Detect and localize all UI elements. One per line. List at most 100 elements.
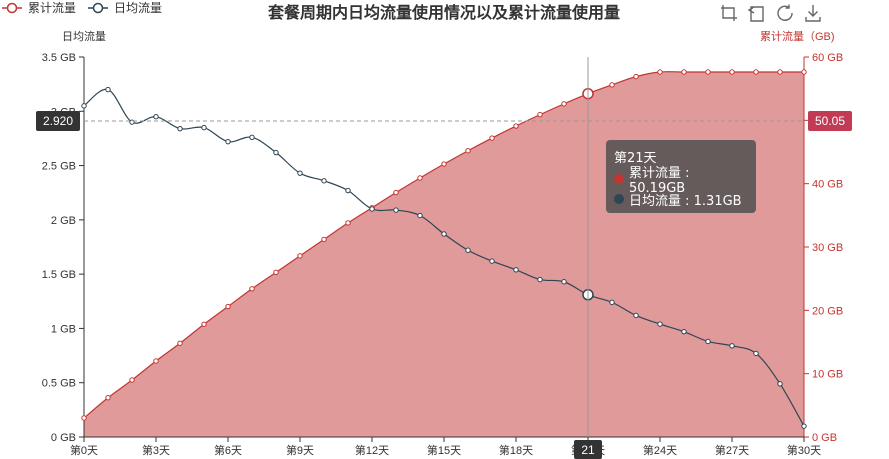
crosshair-left-label: 2.920 — [43, 114, 73, 128]
daily-point[interactable] — [465, 247, 471, 253]
cumulative-point[interactable] — [657, 69, 663, 75]
cumulative-point[interactable] — [561, 101, 567, 107]
cumulative-point[interactable] — [345, 220, 351, 226]
tooltip-title: 第21天 — [614, 151, 657, 166]
daily-point[interactable] — [657, 321, 663, 327]
cumulative-point[interactable] — [321, 236, 327, 243]
save-icon[interactable] — [805, 5, 821, 22]
cumulative-point[interactable] — [297, 253, 303, 259]
y-left-tick-label: 0 GB — [51, 432, 76, 444]
x-tick-label: 第3天 — [142, 443, 170, 457]
daily-point[interactable] — [105, 86, 111, 93]
cumulative-point[interactable] — [801, 69, 807, 75]
restore-icon[interactable] — [777, 4, 793, 21]
cumulative-point[interactable] — [81, 415, 87, 421]
legend-label-cumulative: 累计流量 — [28, 1, 76, 15]
daily-point[interactable] — [321, 178, 327, 184]
y-left-tick-label: 3.5 GB — [42, 52, 76, 64]
y-left-axis-name: 日均流量 — [62, 29, 106, 43]
zoom-icon[interactable] — [721, 5, 737, 21]
cumulative-point[interactable] — [417, 175, 423, 181]
cumulative-point[interactable] — [225, 303, 231, 310]
cumulative-point[interactable] — [633, 73, 639, 80]
cumulative-point[interactable] — [489, 135, 495, 141]
cumulative-point[interactable] — [249, 286, 255, 292]
legend-label-daily: 日均流量 — [114, 1, 162, 15]
daily-point[interactable] — [225, 138, 231, 145]
daily-point[interactable] — [153, 114, 159, 120]
cumulative-point[interactable] — [153, 358, 159, 364]
series-dot-icon — [614, 194, 624, 204]
daily-point[interactable] — [273, 149, 279, 156]
cumulative-point[interactable] — [129, 377, 135, 383]
daily-point[interactable] — [81, 103, 87, 109]
y-right-tick-label: 20 GB — [812, 305, 843, 317]
daily-point[interactable] — [801, 423, 807, 429]
series-points — [81, 69, 807, 429]
tooltip-row-cumulative: 累计流量 : 50.19GB — [614, 166, 748, 196]
cumulative-point[interactable] — [393, 189, 399, 196]
daily-point[interactable] — [729, 343, 735, 349]
cumulative-point[interactable] — [705, 69, 711, 75]
cumulative-point[interactable] — [465, 148, 471, 154]
daily-point[interactable] — [345, 187, 351, 194]
series-dot-icon — [614, 174, 624, 184]
cumulative-point[interactable] — [273, 269, 279, 276]
legend-item-cumulative[interactable]: 累计流量 — [2, 1, 76, 15]
daily-point[interactable] — [609, 299, 615, 306]
x-tick-label: 第24天 — [643, 443, 677, 457]
daily-point[interactable] — [249, 134, 255, 141]
tooltip-row-daily: 日均流量 : 1.31GB — [614, 189, 748, 209]
crosshair-left-label-bg — [36, 111, 80, 131]
daily-point[interactable] — [777, 381, 783, 387]
y-left-tick-label: 1 GB — [51, 323, 76, 335]
daily-point[interactable] — [177, 125, 183, 132]
daily-point[interactable] — [201, 124, 207, 131]
cumulative-point[interactable] — [777, 69, 783, 75]
zoom-reset-icon[interactable] — [747, 6, 764, 22]
cumulative-point[interactable] — [753, 69, 759, 75]
y-left-tick-label: 0.5 GB — [42, 378, 76, 390]
cumulative-point[interactable] — [681, 69, 687, 75]
x-tick-label: 第30天 — [787, 443, 821, 457]
cumulative-point[interactable] — [513, 123, 519, 129]
x-tick-label: 第18天 — [499, 443, 533, 457]
daily-point[interactable] — [537, 276, 543, 283]
daily-point[interactable] — [441, 231, 447, 237]
tooltip-text: 日均流量 : 1.31GB — [629, 193, 742, 209]
x-tick-label: 第27天 — [715, 443, 749, 457]
daily-point[interactable] — [489, 258, 495, 264]
cumulative-point[interactable] — [537, 111, 543, 118]
daily-point[interactable] — [297, 170, 303, 176]
crosshair: 2.920 50.05 21 — [36, 57, 852, 459]
daily-point[interactable] — [633, 312, 639, 319]
daily-point[interactable] — [561, 279, 567, 285]
legend-item-daily[interactable]: 日均流量 — [88, 1, 162, 15]
x-tick-label: 第9天 — [286, 443, 314, 457]
daily-point[interactable] — [705, 338, 711, 345]
cumulative-point[interactable] — [441, 161, 447, 167]
legend: 累计流量 日均流量 — [2, 1, 162, 15]
daily-point[interactable] — [513, 267, 519, 273]
crosshair-x-label: 21 — [581, 443, 595, 457]
cumulative-point[interactable] — [105, 395, 111, 401]
y-left-tick-label: 2.5 GB — [42, 161, 76, 173]
cumulative-area-fill — [84, 71, 804, 437]
daily-point[interactable] — [753, 350, 759, 357]
y-right-tick-label: 10 GB — [812, 369, 843, 381]
x-tick-label: 第6天 — [214, 443, 242, 457]
crosshair-x-label-bg — [574, 440, 602, 459]
y-right-axis-name: 累计流量（GB) — [760, 29, 835, 43]
cumulative-point[interactable] — [609, 82, 615, 88]
cumulative-point[interactable] — [729, 69, 735, 75]
daily-point[interactable] — [417, 212, 423, 219]
daily-point[interactable] — [393, 207, 399, 213]
cumulative-point[interactable] — [177, 340, 183, 346]
cumulative-point[interactable] — [201, 321, 207, 327]
cumulative-area — [84, 71, 804, 437]
y-left-tick-label: 1.5 GB — [42, 269, 76, 281]
x-tick-label: 第0天 — [70, 443, 98, 457]
daily-point[interactable] — [681, 328, 687, 335]
daily-point[interactable] — [369, 206, 375, 212]
